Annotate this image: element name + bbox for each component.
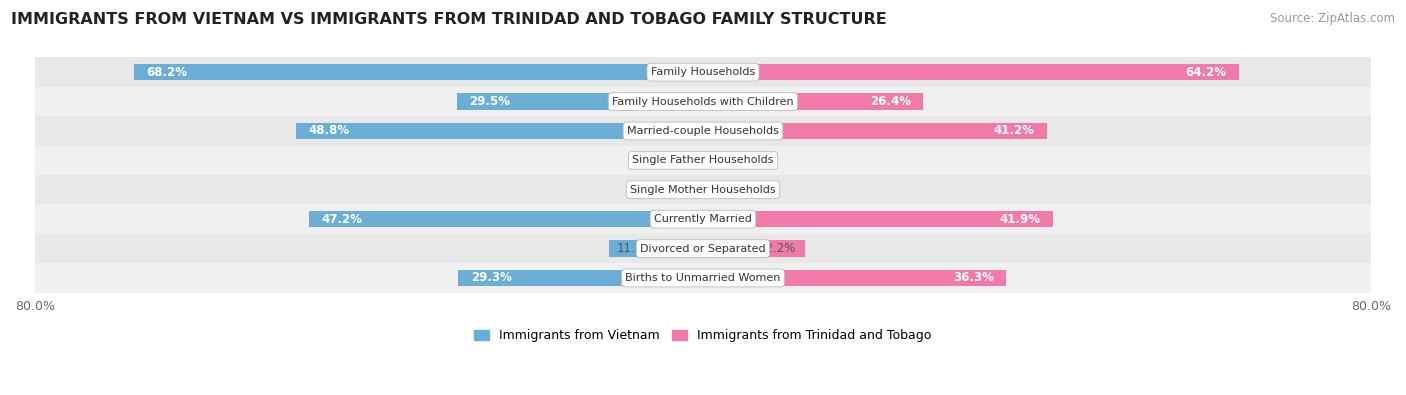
Text: Family Households with Children: Family Households with Children bbox=[612, 96, 794, 107]
Bar bbox=[134, 64, 703, 80]
Bar bbox=[651, 182, 703, 198]
Bar bbox=[703, 241, 804, 257]
Text: 47.2%: 47.2% bbox=[322, 213, 363, 226]
Text: 41.9%: 41.9% bbox=[1000, 213, 1040, 226]
Bar bbox=[35, 263, 1371, 293]
Bar bbox=[609, 241, 703, 257]
Text: 68.2%: 68.2% bbox=[146, 66, 187, 79]
Text: 11.3%: 11.3% bbox=[617, 242, 654, 255]
Text: 2.4%: 2.4% bbox=[692, 154, 721, 167]
Text: 6.3%: 6.3% bbox=[659, 183, 689, 196]
Text: Married-couple Households: Married-couple Households bbox=[627, 126, 779, 136]
Bar bbox=[703, 64, 1239, 80]
Text: 7.6%: 7.6% bbox=[728, 183, 758, 196]
Bar bbox=[35, 87, 1371, 116]
Bar bbox=[703, 123, 1047, 139]
Text: 29.5%: 29.5% bbox=[470, 95, 510, 108]
Bar bbox=[309, 211, 703, 227]
Text: Currently Married: Currently Married bbox=[654, 214, 752, 224]
Bar bbox=[458, 270, 703, 286]
Bar bbox=[703, 94, 924, 110]
Bar bbox=[703, 270, 1007, 286]
Text: 64.2%: 64.2% bbox=[1185, 66, 1226, 79]
Bar bbox=[295, 123, 703, 139]
Text: 36.3%: 36.3% bbox=[953, 271, 994, 284]
Text: 26.4%: 26.4% bbox=[870, 95, 911, 108]
Text: Births to Unmarried Women: Births to Unmarried Women bbox=[626, 273, 780, 283]
Text: 29.3%: 29.3% bbox=[471, 271, 512, 284]
Text: 48.8%: 48.8% bbox=[308, 124, 349, 137]
Text: 12.2%: 12.2% bbox=[759, 242, 797, 255]
Text: Single Mother Households: Single Mother Households bbox=[630, 185, 776, 195]
Bar bbox=[35, 57, 1371, 87]
Text: Single Father Households: Single Father Households bbox=[633, 155, 773, 166]
Legend: Immigrants from Vietnam, Immigrants from Trinidad and Tobago: Immigrants from Vietnam, Immigrants from… bbox=[474, 329, 932, 342]
Text: Source: ZipAtlas.com: Source: ZipAtlas.com bbox=[1270, 12, 1395, 25]
Bar bbox=[35, 175, 1371, 205]
Text: Family Households: Family Households bbox=[651, 67, 755, 77]
Text: Divorced or Separated: Divorced or Separated bbox=[640, 244, 766, 254]
Bar bbox=[35, 146, 1371, 175]
Bar bbox=[683, 152, 703, 168]
Bar bbox=[35, 116, 1371, 146]
Bar bbox=[703, 211, 1053, 227]
Text: 2.2%: 2.2% bbox=[683, 154, 713, 167]
Bar bbox=[35, 234, 1371, 263]
Bar bbox=[703, 182, 766, 198]
Text: 41.2%: 41.2% bbox=[994, 124, 1035, 137]
Bar bbox=[457, 94, 703, 110]
Bar bbox=[35, 205, 1371, 234]
Bar bbox=[703, 152, 721, 168]
Text: IMMIGRANTS FROM VIETNAM VS IMMIGRANTS FROM TRINIDAD AND TOBAGO FAMILY STRUCTURE: IMMIGRANTS FROM VIETNAM VS IMMIGRANTS FR… bbox=[11, 12, 887, 27]
